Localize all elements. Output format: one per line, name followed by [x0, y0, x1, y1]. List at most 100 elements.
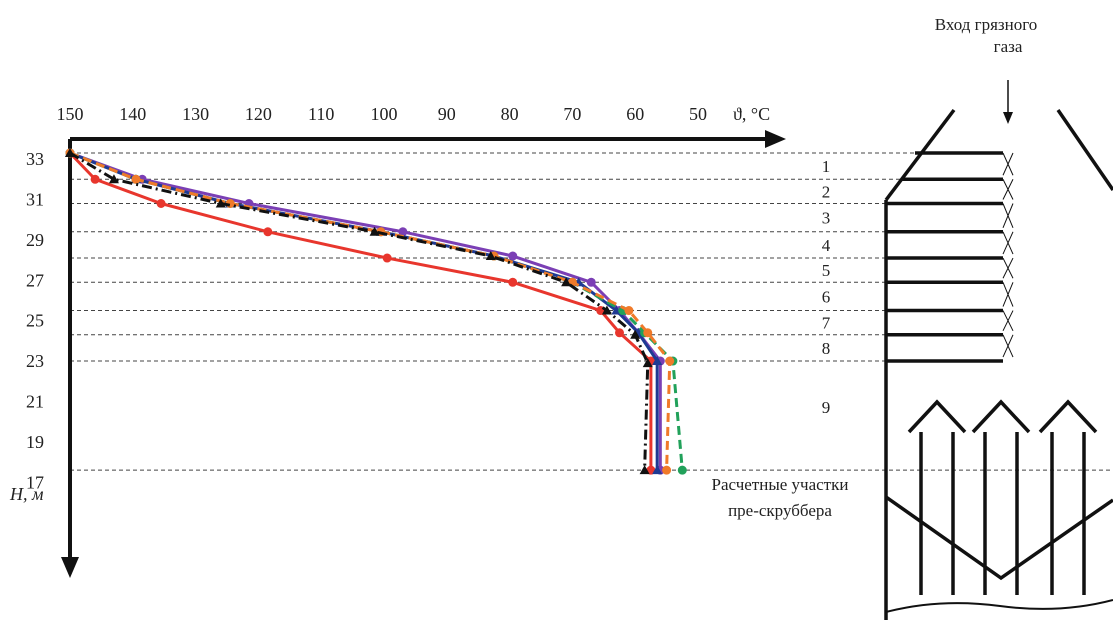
y-tick-label: 27: [26, 270, 44, 290]
y-tick-label: 19: [26, 432, 44, 452]
section-boundary-lines: [70, 152, 1113, 471]
series-line: [69, 151, 672, 471]
inlet-label-line1: Вход грязного: [935, 15, 1038, 34]
data-point: [156, 199, 166, 208]
x-tick-label: 90: [438, 104, 456, 124]
data-point: [586, 277, 596, 287]
x-tick-label: 50: [689, 104, 707, 124]
tray-spray-mark: [1002, 282, 1014, 307]
tube-chevron: [971, 399, 1031, 434]
tray-spray-mark: [1002, 257, 1014, 279]
data-point: [561, 277, 572, 287]
x-tick-label: 150: [57, 104, 84, 124]
series-1: [65, 148, 665, 475]
inlet-tubes: [907, 399, 1098, 595]
data-point: [90, 174, 100, 184]
section-number-label: 9: [822, 398, 831, 417]
y-tick-label: 23: [26, 351, 44, 371]
data-point: [642, 358, 653, 368]
data-point: [652, 465, 663, 475]
trays: [886, 151, 1014, 363]
data-point: [263, 227, 273, 237]
tray-spray-mark: [1002, 310, 1014, 332]
section-number-label: 6: [822, 287, 831, 306]
section-number-label: 2: [822, 182, 831, 201]
y-tick-label: 21: [26, 391, 44, 411]
data-point: [485, 251, 496, 261]
y-tick-label: 29: [26, 230, 44, 250]
y-tick-label: 25: [26, 311, 44, 331]
data-point: [215, 198, 226, 208]
data-point: [508, 251, 518, 261]
section-number-label: 4: [822, 236, 831, 255]
data-point: [382, 253, 392, 263]
x-tick-label: 120: [245, 104, 272, 124]
y-axis-title: H, м: [9, 484, 44, 504]
data-point: [662, 465, 672, 475]
section-number-labels: 1 2 3 4 5 6 7 8 9: [822, 157, 831, 417]
y-axis-arrow: [61, 557, 79, 578]
hood-right-line: [1056, 109, 1113, 191]
tray-spray-mark: [1002, 152, 1014, 176]
series-0: [65, 148, 656, 475]
series-4: [65, 148, 675, 475]
data-point: [369, 226, 380, 236]
series-2: [65, 148, 663, 475]
tube-chevron: [907, 399, 967, 434]
section-number-label: 7: [822, 314, 831, 333]
series-5: [65, 148, 653, 475]
data-point: [630, 329, 641, 339]
x-tick-label: 70: [563, 104, 581, 124]
series-3: [65, 148, 687, 475]
series-line: [68, 151, 653, 471]
x-tick-label: 130: [182, 104, 209, 124]
x-tick-label: 140: [119, 104, 146, 124]
data-point: [131, 174, 141, 184]
y-tick-label: 31: [26, 189, 44, 209]
x-tick-label: 100: [371, 104, 398, 124]
data-point: [615, 328, 624, 338]
series-line: [69, 151, 650, 471]
data-point: [643, 328, 653, 338]
data-point: [639, 465, 650, 475]
column-base: [885, 599, 1113, 613]
data-point: [65, 148, 75, 157]
section-number-label: 8: [822, 339, 831, 358]
y-tick-label: 33: [26, 149, 44, 169]
data-point: [652, 356, 663, 366]
x-axis-arrow: [765, 130, 786, 148]
inlet-label-line2: газа: [994, 37, 1023, 56]
data-point: [646, 465, 656, 475]
series-group: [65, 148, 687, 475]
x-axis-title: ϑ, °C: [733, 104, 770, 124]
data-point: [624, 306, 634, 316]
sections-note-line2: пре-скруббера: [728, 501, 832, 520]
tray-spray-mark: [1002, 334, 1014, 358]
data-point: [398, 227, 408, 237]
data-point: [601, 305, 612, 315]
data-point: [677, 465, 687, 475]
data-point: [665, 356, 675, 366]
x-tick-labels: 150 140 130 120 110 100 90 80 70 60 50: [57, 104, 708, 124]
inlet-arrow-head: [1003, 112, 1013, 124]
section-number-label: 1: [822, 157, 831, 176]
tray-spray-mark: [1002, 179, 1014, 200]
tray-spray-mark: [1002, 203, 1014, 228]
data-point: [108, 174, 119, 184]
sections-note-line1: Расчетные участки: [712, 475, 849, 494]
cone-bottom: [884, 495, 1113, 581]
y-tick-label: 17: [26, 472, 44, 492]
x-tick-label: 80: [501, 104, 519, 124]
section-number-label: 3: [822, 209, 831, 228]
axes: [61, 130, 786, 578]
x-tick-label: 110: [308, 104, 334, 124]
data-point: [508, 277, 518, 287]
tube-chevron: [1038, 399, 1098, 434]
tray-spray-mark: [1002, 231, 1014, 255]
y-tick-labels: 33 31 29 27 25 23 21 19 17: [26, 149, 44, 492]
x-tick-label: 60: [626, 104, 644, 124]
scrubber-schematic: [884, 108, 1113, 620]
hood-left-line: [884, 108, 956, 202]
section-number-label: 5: [822, 261, 831, 280]
